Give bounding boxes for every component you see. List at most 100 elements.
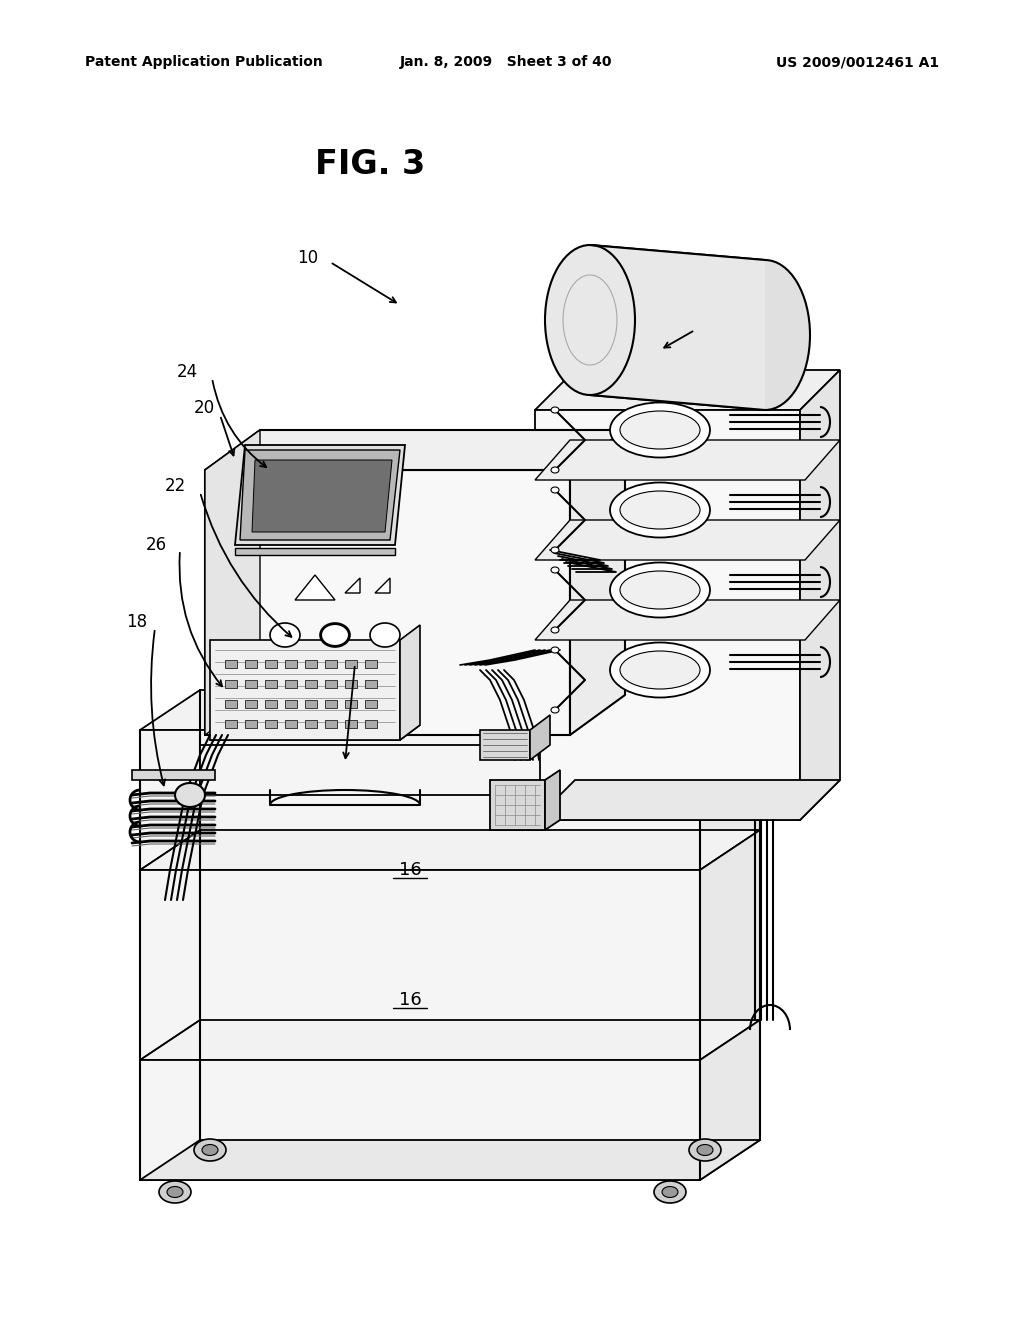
Ellipse shape [167,1187,183,1197]
Ellipse shape [654,1181,686,1203]
Polygon shape [225,719,237,729]
Polygon shape [375,578,390,593]
Polygon shape [700,690,760,870]
Ellipse shape [551,708,559,713]
Polygon shape [252,459,392,532]
Polygon shape [345,578,360,593]
Polygon shape [365,680,377,688]
Ellipse shape [662,1187,678,1197]
Polygon shape [535,370,840,411]
Ellipse shape [321,624,349,645]
Ellipse shape [620,651,700,689]
Polygon shape [700,830,760,1060]
Ellipse shape [689,1139,721,1162]
Ellipse shape [551,647,559,653]
Ellipse shape [551,568,559,573]
Ellipse shape [551,546,559,553]
Ellipse shape [610,562,710,618]
Polygon shape [234,445,406,545]
Ellipse shape [610,643,710,697]
Polygon shape [295,576,335,601]
Ellipse shape [551,407,559,413]
Polygon shape [132,770,215,780]
Polygon shape [240,450,400,540]
Polygon shape [225,700,237,708]
Polygon shape [285,680,297,688]
Text: 16: 16 [398,991,421,1008]
Polygon shape [535,780,840,820]
Polygon shape [210,640,400,741]
Polygon shape [535,440,840,480]
Ellipse shape [202,1144,218,1155]
Polygon shape [325,660,337,668]
Polygon shape [490,780,545,830]
Ellipse shape [370,623,400,647]
Polygon shape [325,700,337,708]
Text: 22: 22 [165,477,186,495]
Ellipse shape [194,1139,226,1162]
Text: 16: 16 [398,861,421,879]
Ellipse shape [610,403,710,458]
Ellipse shape [545,246,635,395]
Ellipse shape [551,467,559,473]
Polygon shape [245,719,257,729]
Polygon shape [140,870,700,1060]
Text: Patent Application Publication: Patent Application Publication [85,55,323,69]
Ellipse shape [720,260,810,411]
Polygon shape [345,660,357,668]
Polygon shape [535,411,800,820]
Polygon shape [225,680,237,688]
Polygon shape [285,700,297,708]
Polygon shape [800,370,840,820]
Polygon shape [210,725,420,741]
Polygon shape [345,700,357,708]
Polygon shape [365,719,377,729]
Polygon shape [285,719,297,729]
Text: FIG. 3: FIG. 3 [314,149,425,181]
Text: 30: 30 [695,314,716,333]
Text: Jan. 8, 2009   Sheet 3 of 40: Jan. 8, 2009 Sheet 3 of 40 [400,55,612,69]
Polygon shape [265,660,278,668]
Polygon shape [140,830,760,870]
Text: 24: 24 [177,363,198,381]
Polygon shape [590,246,765,411]
Ellipse shape [159,1181,191,1203]
Text: 10: 10 [297,249,318,267]
Text: US 2009/0012461 A1: US 2009/0012461 A1 [776,55,939,69]
Polygon shape [265,680,278,688]
Text: 18: 18 [126,612,147,631]
Polygon shape [245,700,257,708]
Text: 20: 20 [194,399,215,417]
Text: S: S [332,630,339,640]
Polygon shape [245,660,257,668]
Ellipse shape [175,783,205,807]
Ellipse shape [319,623,350,647]
Polygon shape [305,719,317,729]
Polygon shape [400,624,420,741]
Polygon shape [480,730,530,760]
Polygon shape [140,1060,700,1180]
Ellipse shape [697,1144,713,1155]
Polygon shape [545,770,560,830]
Polygon shape [325,719,337,729]
Ellipse shape [620,572,700,609]
Polygon shape [265,719,278,729]
Polygon shape [205,430,625,470]
Polygon shape [140,1020,760,1060]
Polygon shape [365,700,377,708]
Polygon shape [305,700,317,708]
Ellipse shape [620,411,700,449]
Ellipse shape [551,487,559,492]
Text: 28: 28 [349,649,371,667]
Polygon shape [570,430,625,735]
Text: 26: 26 [145,536,167,554]
Polygon shape [234,548,395,554]
Polygon shape [200,744,540,795]
Polygon shape [365,660,377,668]
Polygon shape [345,719,357,729]
Polygon shape [700,1020,760,1180]
Ellipse shape [551,627,559,634]
Ellipse shape [610,483,710,537]
Polygon shape [530,715,550,760]
Polygon shape [305,660,317,668]
